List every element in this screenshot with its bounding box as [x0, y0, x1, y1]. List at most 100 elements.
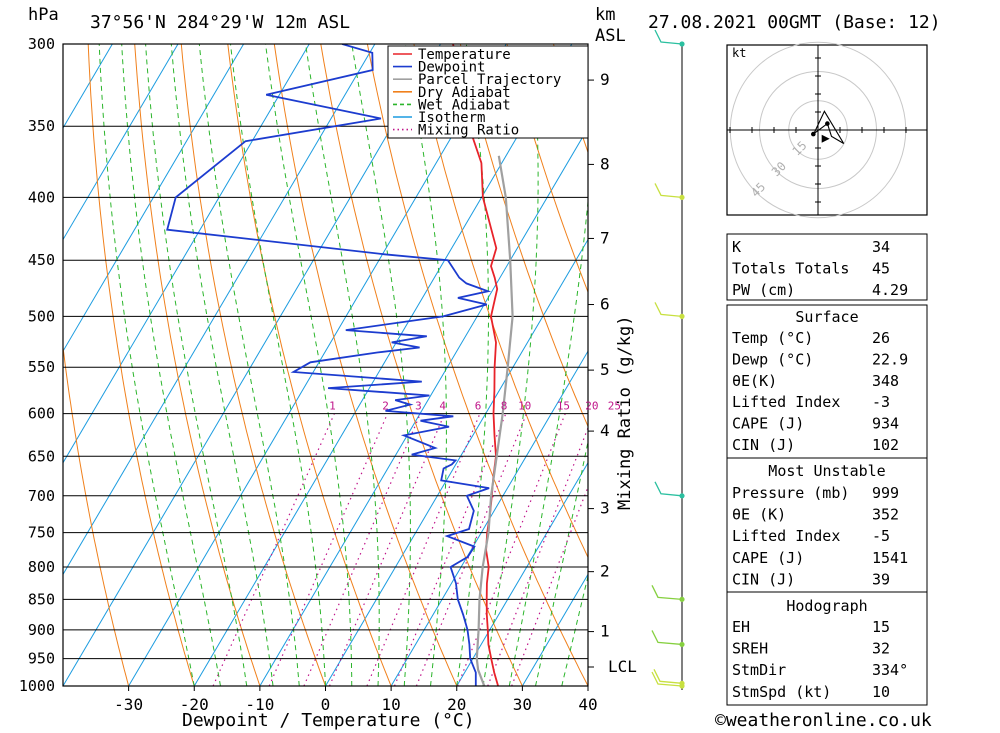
- most-unstable-box: [726, 457, 928, 593]
- lcl-label: LCL: [608, 657, 637, 676]
- mixing-ratio-label: 3: [415, 400, 422, 413]
- mixing-ratio-labels: 1 2 3 4 6 8 10 15 20 25: [329, 400, 621, 413]
- temperature-tick-label: 20: [447, 695, 466, 714]
- wind-barb: [651, 585, 683, 600]
- surface-index-value: 934: [872, 415, 899, 433]
- mixing-ratio-line: [268, 413, 389, 686]
- height-unit-km: km: [595, 5, 615, 25]
- dry-adiabat-line: [87, 44, 195, 686]
- hodograph-point: [825, 121, 830, 126]
- hodograph-indices-title: Hodograph: [786, 597, 867, 615]
- surface-index-label: θE(K): [732, 372, 777, 390]
- legend-label: Isotherm: [418, 110, 485, 126]
- wind-barb: [654, 302, 683, 318]
- surface-index-value: 102: [872, 436, 899, 454]
- legend-label: Mixing Ratio: [418, 123, 519, 139]
- most-unstable-index-label: CAPE (J): [732, 549, 804, 567]
- surface-index-value: -3: [872, 393, 890, 411]
- dry-adiabat-line: [366, 44, 588, 686]
- wind-profile: [651, 29, 685, 690]
- general-index-label: PW (cm): [732, 281, 795, 299]
- hodograph-index-label: StmDir: [732, 661, 786, 679]
- wet-adiabat-line: [351, 44, 411, 686]
- storm-motion-marker: [821, 134, 830, 143]
- surface-index-value: 348: [872, 372, 899, 390]
- most-unstable-index-value: 39: [872, 570, 890, 588]
- wet-adiabat-line: [170, 44, 274, 686]
- pressure-tick-labels: 300 350 400 450 500 550 600 650 700 750 800 850 900 9…: [19, 35, 55, 695]
- wind-level-marker: [679, 41, 685, 47]
- wet-adiabat-line: [265, 44, 353, 686]
- most-unstable-index-label: CIN (J): [732, 570, 795, 588]
- pressure-unit-label: hPa: [28, 5, 59, 25]
- legend-label: Wet Adiabat: [418, 97, 511, 113]
- temperature-tick-label: -30: [114, 695, 143, 714]
- temperature-tick-label: -20: [180, 695, 209, 714]
- wind-level-marker: [679, 596, 685, 602]
- pressure-tick-label: 950: [28, 650, 55, 668]
- pressure-tick-label: 800: [28, 558, 55, 576]
- wet-adiabat-line: [404, 44, 447, 686]
- isotherm-line: [325, 238, 588, 686]
- isotherm-line: [259, 126, 588, 686]
- location-title: 37°56'N 284°29'W 12m ASL: [90, 12, 350, 33]
- hodograph-index-value: 15: [872, 618, 890, 636]
- footer-credit: ©weatheronline.co.uk: [715, 710, 932, 731]
- pressure-tick-label: 600: [28, 405, 55, 423]
- mixing-ratio-label: 4: [439, 400, 446, 413]
- pressure-tick-label: 450: [28, 251, 55, 269]
- surface-index-value: 22.9: [872, 350, 908, 368]
- most-unstable-index-value: -5: [872, 527, 890, 545]
- isotherm-line: [521, 573, 588, 686]
- mixing-ratio-line: [303, 413, 421, 686]
- surface-index-value: 26: [872, 329, 890, 347]
- mixing-ratio-label: 10: [518, 400, 531, 413]
- dewpoint-line: [166, 44, 492, 686]
- pressure-tick-label: 350: [28, 117, 55, 135]
- wet-adiabat-line: [230, 44, 326, 686]
- height-unit-asl: ASL: [595, 26, 626, 46]
- temperature-tick-label: 40: [578, 695, 597, 714]
- legend-label: Dry Adiabat: [418, 85, 511, 101]
- legend-label: Dewpoint: [418, 60, 485, 76]
- valid-time-title: 27.08.2021 00GMT (Base: 12): [648, 12, 941, 33]
- isotherm-line: [63, 44, 441, 686]
- mixing-ratio-line: [212, 413, 335, 686]
- wind-barb: [654, 29, 683, 45]
- isotherm-line: [63, 44, 113, 129]
- mixing-ratio-line: [328, 413, 446, 686]
- most-unstable-index-value: 352: [872, 506, 899, 524]
- indices-table: K 34 Totals Totals 45 PW (cm) 4.29 Surface Temp…: [726, 233, 928, 706]
- wet-adiabat-line: [98, 44, 195, 686]
- mixing-ratio-label: 15: [557, 400, 570, 413]
- pressure-tick-label: 550: [28, 358, 55, 376]
- mixing-ratio-label: 2: [382, 400, 389, 413]
- dry-adiabat-line: [459, 44, 588, 428]
- temperature-tick-label: 0: [321, 695, 331, 714]
- height-km-label: 2: [600, 562, 610, 581]
- general-index-label: K: [732, 238, 741, 256]
- surface-index-label: Temp (°C): [732, 329, 813, 347]
- general-indices-box: [726, 233, 928, 301]
- wind-level-marker: [679, 194, 685, 201]
- hodograph-unit: kt: [732, 46, 746, 60]
- wind-level-marker: [679, 493, 685, 499]
- surface-index-label: CIN (J): [732, 436, 795, 454]
- isotherm-line: [128, 44, 507, 686]
- wet-adiabat-line: [121, 44, 221, 686]
- most-unstable-title: Most Unstable: [768, 462, 885, 480]
- hodograph-trace: [812, 110, 845, 144]
- hodograph-indices-box: [726, 591, 928, 706]
- hodograph-index-value: 32: [872, 640, 890, 658]
- wind-barb: [651, 630, 683, 646]
- dry-adiabat-line: [926, 44, 1000, 686]
- height-km-label: 7: [600, 228, 610, 247]
- hodograph-index-value: 334°: [872, 661, 908, 679]
- height-km-label: 1: [600, 622, 610, 641]
- pressure-tick-label: 1000: [19, 677, 55, 695]
- general-index-value: 4.29: [872, 281, 908, 299]
- height-km-label: 6: [600, 295, 610, 314]
- wind-level-marker: [679, 641, 685, 648]
